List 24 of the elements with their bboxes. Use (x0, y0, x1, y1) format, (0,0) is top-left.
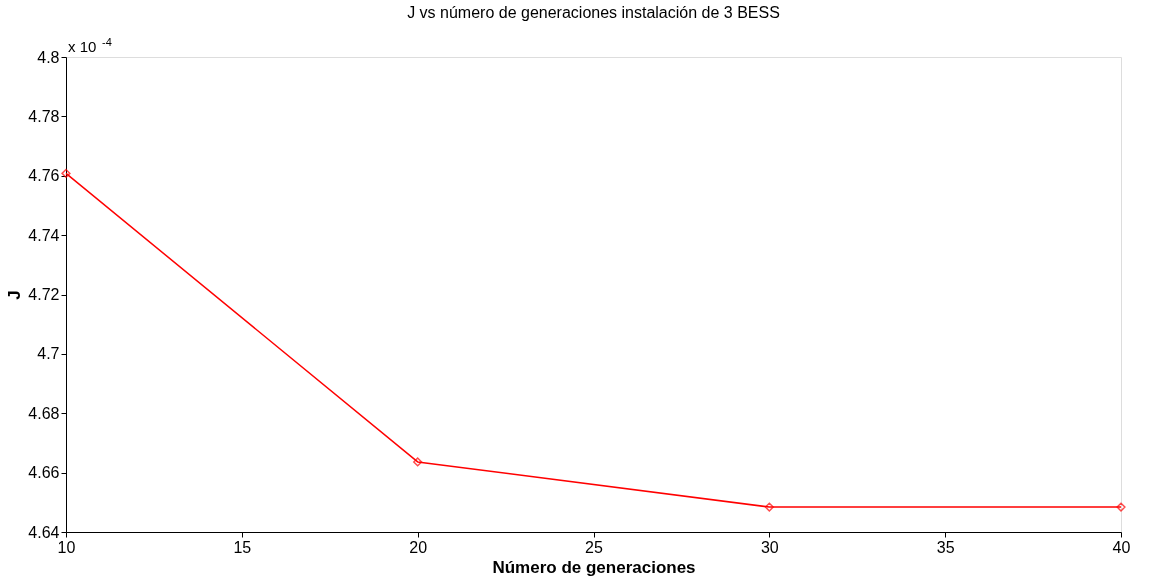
point (764, 502, 774, 512)
y-tick-label: 4.72 (28, 286, 60, 303)
y-tick-label: 4.68 (28, 404, 60, 422)
x-tick-label: 20 (409, 538, 428, 556)
text: x 10-4 (68, 36, 112, 55)
chart-title: J vs número de generaciones instalación de 3 BESS (407, 4, 780, 21)
point (61, 168, 71, 178)
x-tick-label: 15 (233, 538, 252, 556)
x-tick-label: 10 (57, 538, 76, 556)
y-tick-label: 4.8 (37, 48, 60, 66)
point (413, 457, 423, 467)
y-tick-label: 4.74 (28, 226, 60, 244)
y-tick-label: 4.76 (28, 167, 60, 185)
y-tick-label: 4.7 (37, 345, 60, 363)
x-tick-label: 25 (585, 538, 603, 556)
x-tick-label: 30 (760, 538, 779, 556)
point (1116, 502, 1126, 512)
x-tick-label: 35 (936, 538, 955, 556)
x-tick-label: 40 (1112, 538, 1131, 556)
y-axis-title: J (5, 290, 25, 300)
y-tick-label: 4.78 (28, 107, 60, 125)
y-tick-label: 4.66 (28, 464, 60, 482)
y-tick-label: 4.64 (28, 523, 60, 541)
x-axis-title: Número de generaciones (492, 557, 696, 577)
